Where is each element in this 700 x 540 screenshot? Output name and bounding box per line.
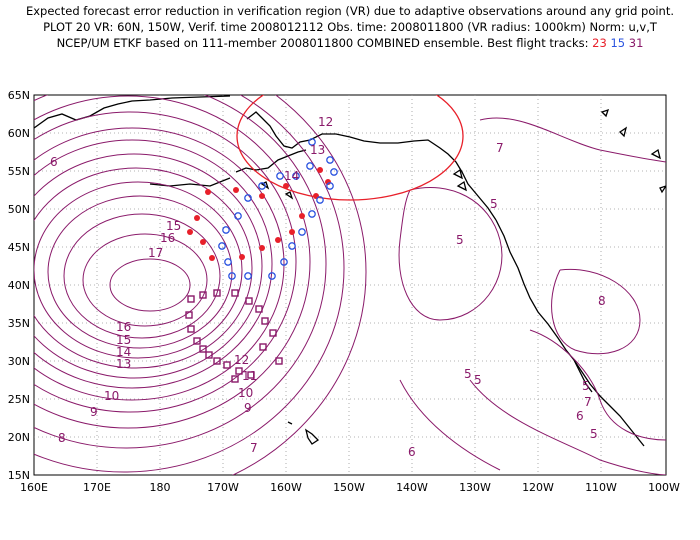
lon-label: 170W bbox=[207, 481, 239, 494]
contour-label: 5 bbox=[464, 367, 472, 381]
track-label-red: 23 bbox=[592, 36, 607, 50]
lat-label: 15N bbox=[8, 469, 30, 482]
contour-label: 12 bbox=[318, 115, 333, 129]
contour-label: 8 bbox=[598, 294, 606, 308]
lat-label: 65N bbox=[8, 89, 30, 102]
contour-label: 15 bbox=[116, 333, 131, 347]
contour-label: 5 bbox=[490, 197, 498, 211]
lon-label: 130W bbox=[459, 481, 491, 494]
lat-label: 20N bbox=[8, 431, 30, 444]
contour-label: 17 bbox=[148, 246, 163, 260]
lat-label: 45N bbox=[8, 241, 30, 254]
lon-label: 150W bbox=[333, 481, 365, 494]
lon-label: 160E bbox=[20, 481, 48, 494]
contour-label: 5 bbox=[582, 379, 590, 393]
contour-label: 13 bbox=[116, 357, 131, 371]
lon-label: 170E bbox=[83, 481, 111, 494]
lat-label: 35N bbox=[8, 317, 30, 330]
contour-lines bbox=[34, 95, 666, 475]
lat-label: 60N bbox=[8, 127, 30, 140]
contour-label: 7 bbox=[496, 141, 504, 155]
contour-label: 12 bbox=[234, 353, 249, 367]
contour-label: 9 bbox=[90, 405, 98, 419]
flight-track-red bbox=[187, 167, 331, 261]
contour-label: 10 bbox=[238, 386, 253, 400]
header-line-2: PLOT 20 VR: 60N, 150W, Verif. time 20080… bbox=[43, 20, 657, 34]
contour-label: 5 bbox=[590, 427, 598, 441]
contour-labels: 6 12 13 14 15 16 17 16 15 14 13 12 11 10… bbox=[50, 115, 606, 459]
lon-label: 120W bbox=[522, 481, 554, 494]
longitude-labels: 160E 170E 180 170W 160W 150W 140W 130W 1… bbox=[20, 481, 680, 494]
contour-label: 7 bbox=[250, 441, 258, 455]
lat-label: 55N bbox=[8, 165, 30, 178]
contour-label: 9 bbox=[244, 401, 252, 415]
lat-label: 50N bbox=[8, 203, 30, 216]
latitude-labels: 15N 20N 25N 30N 35N 40N 45N 50N 55N 60N … bbox=[8, 89, 30, 482]
contour-label: 5 bbox=[456, 233, 464, 247]
contour-label: 6 bbox=[50, 155, 58, 169]
contour-label: 14 bbox=[284, 169, 299, 183]
flight-track-purple bbox=[185, 289, 283, 383]
flight-track-blue bbox=[218, 138, 338, 280]
map-gridlines bbox=[34, 95, 666, 475]
lon-label: 180 bbox=[150, 481, 171, 494]
contour-label: 6 bbox=[576, 409, 584, 423]
contour-label: 14 bbox=[116, 345, 131, 359]
contour-label: 5 bbox=[474, 373, 482, 387]
contour-label: 15 bbox=[166, 219, 181, 233]
lat-label: 25N bbox=[8, 393, 30, 406]
contour-label: 8 bbox=[58, 431, 66, 445]
contour-label: 6 bbox=[408, 445, 416, 459]
contour-label: 11 bbox=[242, 369, 257, 383]
lon-label: 110W bbox=[585, 481, 617, 494]
lon-label: 160W bbox=[270, 481, 302, 494]
track-label-blue: 15 bbox=[610, 36, 626, 50]
lat-label: 30N bbox=[8, 355, 30, 368]
verification-region-circle bbox=[236, 95, 464, 201]
contour-label: 13 bbox=[310, 143, 325, 157]
contour-label: 10 bbox=[104, 389, 119, 403]
contour-label: 16 bbox=[116, 320, 131, 334]
header-line-1: Expected forecast error reduction in ver… bbox=[25, 4, 675, 18]
header-line-3: NCEP/UM ETKF based on 111-member 2008011… bbox=[0, 36, 700, 50]
contour-label: 16 bbox=[160, 231, 175, 245]
lon-label: 140W bbox=[396, 481, 428, 494]
lon-label: 100W bbox=[648, 481, 680, 494]
lat-label: 40N bbox=[8, 279, 30, 292]
track-label-purple: 31 bbox=[628, 36, 644, 50]
contour-label: 7 bbox=[584, 395, 592, 409]
header-line-3-text: NCEP/UM ETKF based on 111-member 2008011… bbox=[56, 36, 589, 50]
coastlines bbox=[34, 95, 666, 447]
